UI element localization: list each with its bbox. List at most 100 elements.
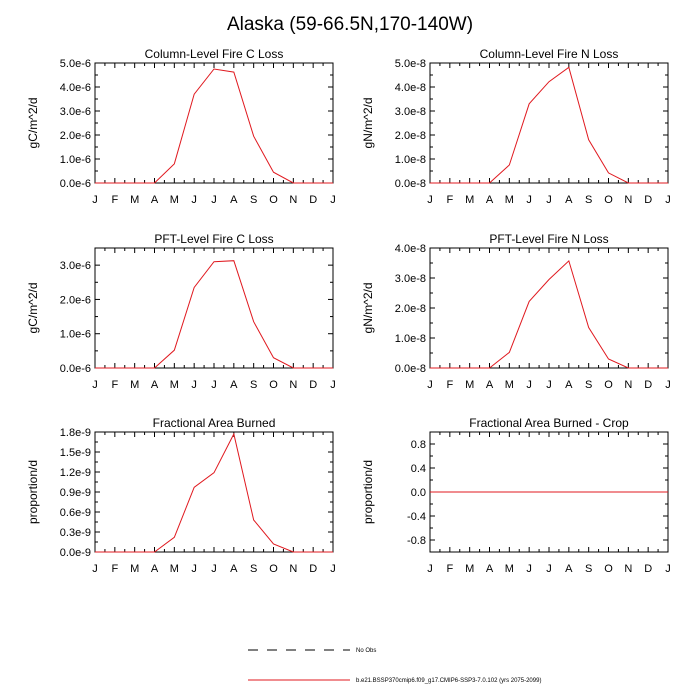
data-point <box>292 367 294 369</box>
x-tick-label: M <box>170 563 179 575</box>
x-tick-label: J <box>546 563 552 575</box>
data-point <box>193 286 195 288</box>
y-tick-label: 2.0e-8 <box>395 303 426 315</box>
x-tick-label: J <box>526 563 532 575</box>
data-point <box>272 543 274 545</box>
y-tick-label: 1.0e-6 <box>60 154 91 166</box>
x-tick-label: O <box>604 563 613 575</box>
y-tick-label: 0.4 <box>411 463 426 475</box>
x-tick-label: S <box>250 379 257 391</box>
x-tick-label: F <box>446 563 453 575</box>
data-point <box>667 491 669 493</box>
x-tick-label: N <box>289 379 297 391</box>
y-axis-label: gN/m^2/d <box>361 98 375 149</box>
y-axis-label: gN/m^2/d <box>361 283 375 334</box>
data-point <box>153 367 155 369</box>
data-point <box>488 367 490 369</box>
y-tick-label: 1.2e-9 <box>60 467 91 479</box>
data-point <box>272 171 274 173</box>
x-tick-label: D <box>644 563 652 575</box>
x-tick-label: O <box>269 563 278 575</box>
data-point <box>252 519 254 521</box>
x-tick-label: J <box>92 194 98 206</box>
x-tick-label: S <box>250 563 257 575</box>
data-point <box>667 182 669 184</box>
y-tick-label: 1.0e-6 <box>60 329 91 341</box>
data-point <box>488 182 490 184</box>
data-point <box>568 491 570 493</box>
data-point <box>153 551 155 553</box>
y-axis-label: gC/m^2/d <box>26 283 40 334</box>
x-tick-label: D <box>644 194 652 206</box>
data-point <box>508 164 510 166</box>
x-tick-label: S <box>585 563 592 575</box>
x-tick-label: S <box>585 194 592 206</box>
y-tick-label: 4.0e-8 <box>395 243 426 255</box>
chart-panel: J F M A M J J A S O N D J0.0e-81.0e-82.0e-83.0e-84.0… <box>361 232 671 391</box>
data-point <box>449 367 451 369</box>
x-tick-label: J <box>191 379 197 391</box>
x-tick-label: J <box>427 379 433 391</box>
x-tick-label: M <box>465 563 474 575</box>
x-tick-label: N <box>289 563 297 575</box>
series-line <box>430 66 668 184</box>
data-point <box>429 367 431 369</box>
y-tick-label: 0.0 <box>411 487 426 499</box>
y-tick-label: 4.0e-6 <box>60 82 91 94</box>
y-axis-label: proportion/d <box>26 460 40 524</box>
data-point <box>193 486 195 488</box>
x-tick-label: J <box>526 194 532 206</box>
chart-title: PFT-Level Fire C Loss <box>154 232 273 246</box>
y-tick-label: 1.8e-9 <box>60 427 91 439</box>
y-tick-label: 2.0e-8 <box>395 130 426 142</box>
x-tick-label: J <box>191 563 197 575</box>
chart-title: Fractional Area Burned <box>153 416 276 430</box>
data-point <box>213 471 215 473</box>
x-tick-label: A <box>565 194 573 206</box>
data-point <box>114 367 116 369</box>
data-point <box>528 491 530 493</box>
x-tick-label: J <box>427 563 433 575</box>
y-tick-label: 0.9e-9 <box>60 487 91 499</box>
y-tick-label: 0.8 <box>411 439 426 451</box>
data-point <box>587 491 589 493</box>
data-point <box>173 536 175 538</box>
data-point <box>548 81 550 83</box>
y-tick-label: 5.0e-6 <box>60 58 91 70</box>
x-tick-label: F <box>111 563 118 575</box>
x-tick-label: J <box>546 194 552 206</box>
x-tick-label: D <box>644 379 652 391</box>
legend: No Obs b.e21.BSSP370cmip6.f09_g17.CMIP6-… <box>248 648 541 684</box>
chart-title: Fractional Area Burned - Crop <box>469 416 629 430</box>
plot-frame <box>429 247 669 369</box>
x-tick-label: N <box>624 379 632 391</box>
x-tick-label: D <box>309 194 317 206</box>
data-point <box>133 551 135 553</box>
x-tick-label: J <box>330 379 336 391</box>
data-point <box>233 71 235 73</box>
chart-panel: J F M A M J J A S O N D J0.0e-81.0e-82.0e-83.0e-84.0… <box>361 47 671 206</box>
data-point <box>252 135 254 137</box>
data-point <box>272 357 274 359</box>
data-point <box>332 182 334 184</box>
data-point <box>233 259 235 261</box>
y-tick-label: -0.8 <box>407 535 426 547</box>
data-point <box>94 182 96 184</box>
data-point <box>213 68 215 70</box>
data-point <box>193 93 195 95</box>
x-tick-label: M <box>130 563 139 575</box>
x-tick-label: J <box>191 194 197 206</box>
x-tick-label: M <box>170 379 179 391</box>
x-tick-label: O <box>269 194 278 206</box>
data-point <box>607 358 609 360</box>
data-point <box>332 551 334 553</box>
data-point <box>94 367 96 369</box>
x-tick-label: M <box>505 194 514 206</box>
x-tick-label: J <box>211 563 217 575</box>
x-tick-label: J <box>665 194 671 206</box>
x-tick-label: J <box>92 379 98 391</box>
y-tick-label: 0.6e-9 <box>60 507 91 519</box>
data-point <box>548 278 550 280</box>
data-point <box>173 349 175 351</box>
data-point <box>508 351 510 353</box>
